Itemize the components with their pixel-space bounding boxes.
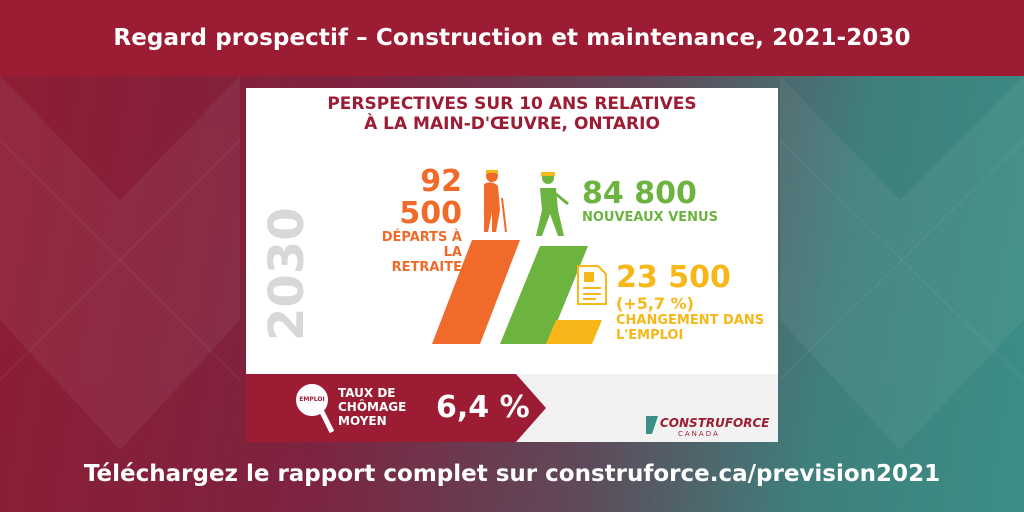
employment-value: 23 500 <box>616 260 731 295</box>
document-icon <box>577 265 607 305</box>
retirements-value: 92 500 <box>399 164 462 231</box>
unemployment-arrow <box>246 374 546 442</box>
retirements-label-line2: RETRAITE <box>391 260 462 275</box>
top-banner: Regard prospectif – Construction et main… <box>0 0 1024 76</box>
page-title: Regard prospectif – Construction et main… <box>113 25 911 51</box>
unemployment-label-line1: TAUX DE <box>338 386 396 400</box>
logo-name: CONSTRUFORCE <box>660 416 770 430</box>
retiree-icon <box>484 170 507 233</box>
logo-sub: CANADA <box>678 430 720 438</box>
unemployment-value: 6,4 % <box>436 390 530 425</box>
unemployment-label-line2: CHÔMAGE <box>338 400 407 414</box>
employment-stat: 23 500 (+5,7 %) CHANGEMENT DANS L'EMPLOI <box>616 260 778 344</box>
construforce-logo <box>646 416 658 434</box>
year-label: 2030 <box>259 207 315 341</box>
newcomers-value: 84 800 <box>582 176 697 211</box>
card-title-line2: À LA MAIN-D'ŒUVRE, ONTARIO <box>364 114 660 134</box>
card-title: PERSPECTIVES SUR 10 ANS RELATIVES À LA M… <box>246 94 778 134</box>
infographic-card: PERSPECTIVES SUR 10 ANS RELATIVES À LA M… <box>246 88 778 442</box>
employment-label-line1: CHANGEMENT DANS <box>616 313 765 328</box>
footer-link-text: Téléchargez le rapport complet sur const… <box>83 461 941 487</box>
magnifier-icon <box>296 384 334 434</box>
retirements-stat: 92 500 DÉPARTS À LA RETRAITE <box>366 164 462 276</box>
worker-icon <box>536 172 569 236</box>
employment-label-line2: L'EMPLOI <box>616 328 684 343</box>
employment-bar <box>546 320 602 344</box>
newcomers-label: NOUVEAUX VENUS <box>582 210 718 225</box>
employment-pct: (+5,7 %) <box>616 294 694 313</box>
unemployment-label-line3: MOYEN <box>338 414 387 428</box>
magnifier-label: EMPLOI <box>299 396 325 403</box>
newcomers-stat: 84 800 NOUVEAUX VENUS <box>582 176 718 226</box>
retirements-label-line1: DÉPARTS À LA <box>381 230 462 260</box>
card-title-line1: PERSPECTIVES SUR 10 ANS RELATIVES <box>327 94 697 114</box>
unemployment-label: TAUX DE CHÔMAGE MOYEN <box>338 386 406 428</box>
